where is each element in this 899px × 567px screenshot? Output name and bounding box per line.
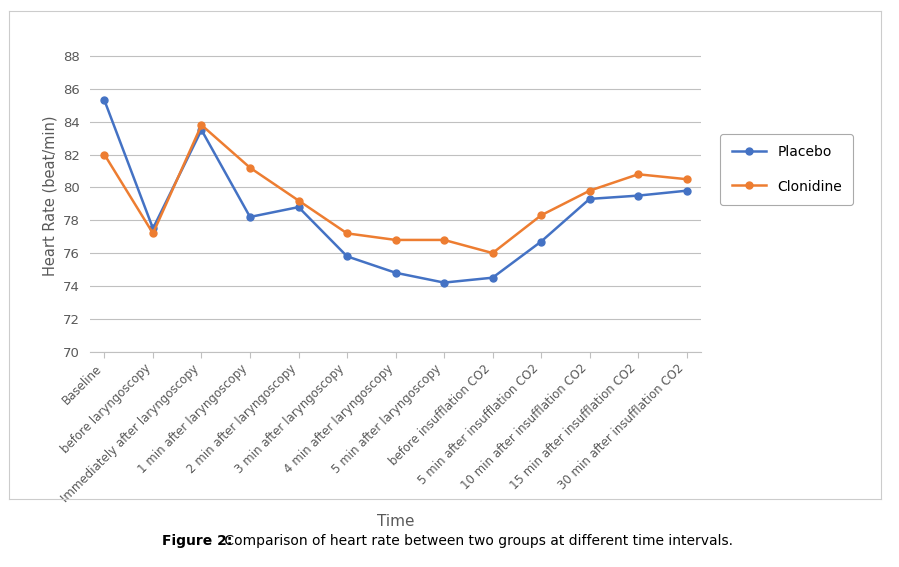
Clonidine [681, 176, 692, 183]
Clonidine [342, 230, 352, 237]
Placebo [99, 97, 110, 104]
Clonidine [390, 236, 401, 243]
Clonidine [147, 230, 158, 237]
Legend: Placebo, Clonidine: Placebo, Clonidine [720, 134, 853, 205]
Placebo [245, 214, 255, 221]
Placebo [584, 196, 595, 202]
Text: Time: Time [377, 514, 414, 529]
Clonidine [439, 236, 450, 243]
Placebo [342, 253, 352, 260]
Placebo [487, 274, 498, 281]
Placebo [390, 269, 401, 276]
Placebo [536, 238, 547, 245]
Clonidine [99, 151, 110, 158]
Clonidine [584, 187, 595, 194]
Placebo [681, 187, 692, 194]
Text: Comparison of heart rate between two groups at different time intervals.: Comparison of heart rate between two gro… [220, 535, 734, 548]
Placebo [633, 192, 644, 199]
Placebo [147, 225, 158, 232]
Placebo [196, 126, 207, 133]
Clonidine [293, 197, 304, 204]
Line: Clonidine: Clonidine [101, 121, 690, 256]
Placebo [293, 204, 304, 210]
Clonidine [536, 212, 547, 219]
Clonidine [487, 249, 498, 256]
Clonidine [633, 171, 644, 177]
Text: Figure 2:: Figure 2: [162, 535, 232, 548]
Placebo [439, 279, 450, 286]
Clonidine [196, 122, 207, 129]
Line: Placebo: Placebo [101, 97, 690, 286]
Clonidine [245, 164, 255, 171]
Y-axis label: Heart Rate (beat/min): Heart Rate (beat/min) [42, 115, 58, 276]
